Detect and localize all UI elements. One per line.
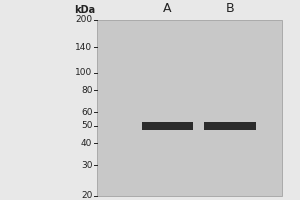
Text: kDa: kDa bbox=[74, 5, 95, 15]
Text: 200: 200 bbox=[75, 16, 92, 24]
Text: 20: 20 bbox=[81, 192, 92, 200]
FancyBboxPatch shape bbox=[97, 20, 282, 196]
FancyBboxPatch shape bbox=[204, 122, 256, 130]
Text: B: B bbox=[226, 2, 235, 15]
Text: 30: 30 bbox=[81, 161, 92, 170]
Text: 80: 80 bbox=[81, 86, 92, 95]
Text: 40: 40 bbox=[81, 139, 92, 148]
Text: 100: 100 bbox=[75, 68, 92, 77]
Text: 60: 60 bbox=[81, 108, 92, 117]
Text: A: A bbox=[163, 2, 172, 15]
Text: 140: 140 bbox=[75, 43, 92, 52]
Text: 50: 50 bbox=[81, 121, 92, 130]
FancyBboxPatch shape bbox=[142, 122, 193, 130]
